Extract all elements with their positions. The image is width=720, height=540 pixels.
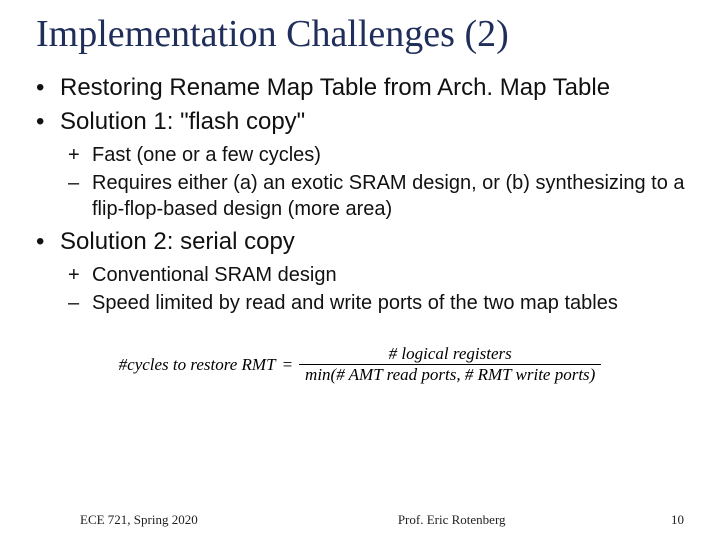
bullet-text: Solution 1: "flash copy" — [60, 108, 305, 136]
bullet-l2: – Speed limited by read and write ports … — [68, 290, 692, 316]
bullet-mark: • — [36, 228, 50, 256]
formula-lhs: #cycles to restore RMT — [119, 355, 276, 375]
bullet-text: Conventional SRAM design — [92, 262, 337, 288]
slide-title: Implementation Challenges (2) — [36, 12, 692, 56]
bullet-mark: • — [36, 74, 50, 102]
bullet-mark: • — [36, 108, 50, 136]
bullet-list: • Restoring Rename Map Table from Arch. … — [28, 74, 692, 316]
formula: #cycles to restore RMT = # logical regis… — [119, 344, 602, 385]
plus-mark: + — [68, 262, 82, 288]
bullet-text: Speed limited by read and write ports of… — [92, 290, 618, 316]
footer-left: ECE 721, Spring 2020 — [0, 512, 336, 528]
minus-mark: – — [68, 290, 82, 316]
bullet-l1: • Solution 2: serial copy — [36, 228, 692, 256]
formula-fraction: # logical registers min(# AMT read ports… — [299, 344, 601, 385]
footer-center: Prof. Eric Rotenberg — [336, 512, 568, 528]
bullet-l2: + Fast (one or a few cycles) — [68, 142, 692, 168]
bullet-text: Restoring Rename Map Table from Arch. Ma… — [60, 74, 610, 102]
bullet-text: Fast (one or a few cycles) — [92, 142, 321, 168]
plus-mark: + — [68, 142, 82, 168]
formula-region: #cycles to restore RMT = # logical regis… — [28, 344, 692, 385]
slide-footer: ECE 721, Spring 2020 Prof. Eric Rotenber… — [0, 512, 720, 528]
bullet-text: Requires either (a) an exotic SRAM desig… — [92, 170, 692, 222]
bullet-text: Solution 2: serial copy — [60, 228, 295, 256]
footer-right: 10 — [568, 512, 720, 528]
bullet-l2: – Requires either (a) an exotic SRAM des… — [68, 170, 692, 222]
formula-denominator: min(# AMT read ports, # RMT write ports) — [299, 365, 601, 385]
bullet-l1: • Solution 1: "flash copy" — [36, 108, 692, 136]
bullet-l2: + Conventional SRAM design — [68, 262, 692, 288]
bullet-l1: • Restoring Rename Map Table from Arch. … — [36, 74, 692, 102]
formula-numerator: # logical registers — [383, 344, 518, 364]
formula-eq: = — [282, 355, 293, 375]
minus-mark: – — [68, 170, 82, 222]
